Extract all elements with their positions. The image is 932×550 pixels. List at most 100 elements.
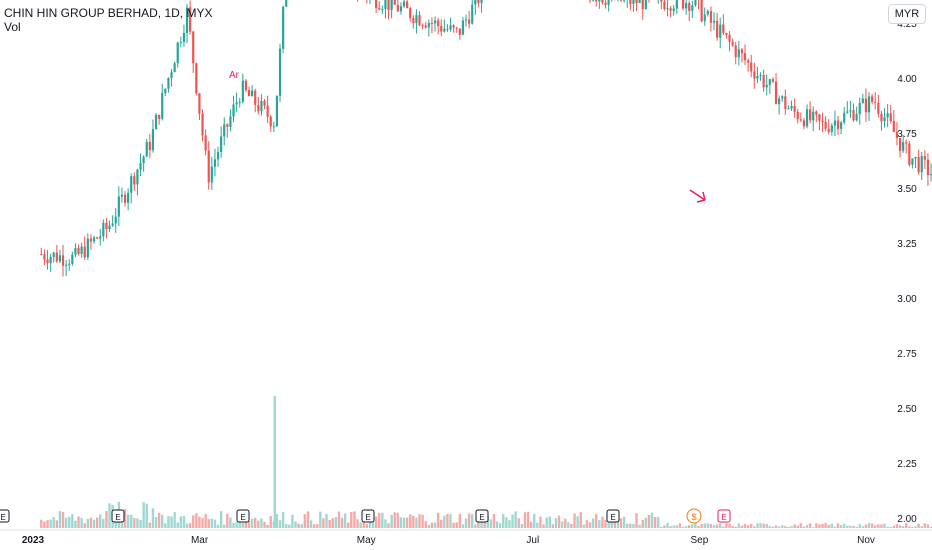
candle-body [77, 248, 80, 254]
candle-body [858, 103, 861, 115]
volume-bar [694, 523, 697, 528]
candle-body [843, 112, 846, 123]
volume-bar [55, 520, 59, 528]
candle-body [781, 96, 784, 99]
candle-body [142, 156, 145, 164]
volume-bar [213, 519, 217, 528]
candle-body [452, 25, 455, 28]
candle-body [771, 79, 775, 82]
candle-body [167, 77, 170, 89]
volume-bar [294, 521, 297, 528]
candle-body [247, 90, 251, 97]
volume-bar [895, 524, 899, 528]
earnings-marker-label: E [479, 513, 484, 522]
candle-body [198, 93, 201, 114]
volume-bar [319, 511, 322, 528]
volume-bar [64, 517, 68, 528]
volume-bar [911, 526, 914, 528]
volume-bar [753, 526, 756, 528]
volume-bar [436, 512, 440, 528]
volume-bar [443, 515, 446, 528]
volume-bar [715, 524, 719, 528]
volume-bar [421, 514, 424, 528]
candle-body [793, 105, 796, 112]
volume-bar [433, 522, 437, 528]
candle-body [477, 0, 480, 4]
candle-body [130, 176, 133, 193]
volume-bar [505, 517, 508, 528]
volume-bar [260, 518, 263, 528]
candle-body [204, 135, 207, 151]
volume-bar [632, 523, 635, 528]
volume-bar [232, 522, 235, 528]
volume-bar [644, 517, 648, 528]
candle-body [740, 49, 744, 54]
volume-bar [483, 520, 486, 528]
volume-bar [477, 520, 480, 528]
candle-body [158, 114, 161, 119]
volume-bar [657, 517, 660, 528]
volume-bar [68, 516, 71, 528]
volume-bar [402, 517, 406, 528]
candle-body [914, 157, 917, 159]
volume-bar [688, 525, 691, 528]
candle-body [424, 25, 427, 28]
volume-bar [285, 524, 288, 528]
candle-body [889, 113, 892, 121]
earnings-marker [361, 509, 375, 523]
candle-body [725, 32, 728, 35]
candle-body [114, 216, 117, 224]
candle-body [189, 7, 192, 32]
volume-bar [874, 525, 877, 528]
y-tick-label: 2.25 [897, 459, 917, 470]
candle-body [446, 28, 449, 30]
candle-body [815, 111, 818, 115]
volume-bar [777, 526, 781, 528]
volume-bar [548, 516, 551, 528]
candle-body [46, 259, 49, 264]
volume-bar [154, 517, 158, 528]
volume-bar [390, 514, 393, 528]
volume-bar [300, 524, 303, 528]
earnings-marker-future [717, 509, 731, 523]
volume-bar [495, 521, 499, 528]
candle-body [207, 150, 210, 183]
currency-button[interactable]: MYR [888, 4, 926, 24]
volume-bar [731, 525, 734, 528]
candle-body [278, 48, 282, 96]
volume-bar [136, 518, 139, 528]
candle-body [712, 21, 716, 23]
candle-body [750, 62, 753, 72]
x-tick-label: Nov [857, 535, 875, 546]
volume-bar [250, 518, 254, 528]
volume-bar [827, 524, 830, 528]
candle-body [694, 0, 697, 6]
candle-body [926, 159, 930, 176]
volume-bar [99, 514, 102, 528]
volume-bar [40, 519, 43, 528]
volume-bar [622, 516, 626, 528]
volume-bar [812, 527, 815, 528]
candle-body [688, 3, 691, 11]
volume-bar [898, 525, 902, 528]
candle-body [833, 120, 837, 126]
candle-body [148, 141, 151, 151]
volume-bar [182, 516, 186, 528]
volume-bar [901, 525, 905, 528]
candle-body [102, 222, 105, 237]
volume-bar [784, 526, 787, 528]
volume-bar [529, 521, 533, 528]
candle-body [220, 136, 223, 152]
volume-bar [145, 503, 148, 528]
volume-bar [511, 514, 514, 528]
candle-body [235, 102, 238, 105]
volume-bar [257, 520, 260, 528]
candle-body [809, 109, 812, 121]
volume-bar [678, 523, 682, 528]
volume-bar [560, 521, 564, 528]
y-tick-label: 2.00 [897, 514, 917, 525]
candle-body [393, 0, 396, 5]
candle-body [911, 158, 914, 165]
candle-body [74, 248, 77, 255]
